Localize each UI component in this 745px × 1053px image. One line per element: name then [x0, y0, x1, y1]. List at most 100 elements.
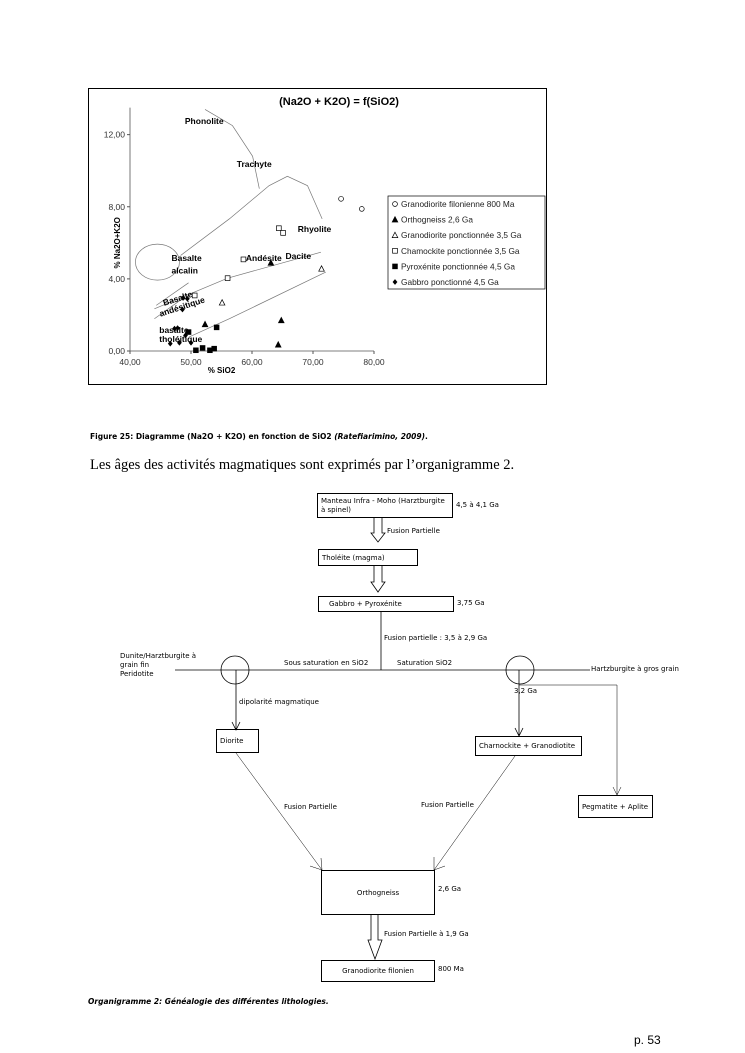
x-axis-label: % SiO2 [208, 366, 236, 375]
age-branch: 3,2 Ga [514, 687, 538, 695]
organigram-caption: Organigramme 2: Généalogie des différent… [88, 997, 329, 1006]
data-point [338, 196, 344, 202]
data-point [274, 340, 282, 348]
data-point [213, 324, 220, 331]
legend-marker [392, 248, 398, 254]
data-point [211, 345, 217, 352]
left-end-line: Peridotite [120, 670, 154, 678]
basalte-alcalin-field [135, 243, 180, 281]
paragraph: Les âges des activités magmatiques sont … [90, 457, 515, 473]
legend-entry: Pyroxénite ponctionnée 4,5 Ga [401, 261, 515, 271]
data-point [188, 339, 194, 346]
data-point [183, 332, 188, 339]
x-tick-label: 60,00 [241, 357, 263, 367]
arrow-charnockite-orthogneiss [433, 755, 516, 871]
age-granodiorite: 800 Ma [438, 965, 464, 973]
age-gabbro: 3,75 Ga [457, 599, 485, 607]
label-fusion-bottom: Fusion Partielle à 1,9 Ga [384, 930, 469, 938]
box-diorite: Diorite [216, 729, 259, 753]
data-point [218, 298, 226, 306]
page-number: p. 53 [634, 1033, 661, 1047]
label-fusion-1: Fusion Partielle [387, 527, 440, 535]
legend-marker [392, 279, 398, 285]
box-gabbro: Gabbro + Pyroxénite [318, 596, 454, 612]
label-fusion-right: Fusion Partielle [421, 801, 474, 809]
hollow-arrow [367, 914, 383, 961]
legend-entry: Orthogneiss 2,6 Ga [401, 215, 473, 225]
legend-entry: Chamockite ponctionnée 3,5 Ga [401, 246, 520, 256]
caption-citation: (Ratefiarimino, 2009) [334, 432, 426, 441]
hollow-arrow [370, 517, 386, 543]
arrow-to-charnockite [514, 670, 524, 737]
x-tick-label: 80,00 [363, 357, 385, 367]
chart-title: (Na2O + K2O) = f(SiO2) [279, 96, 399, 108]
y-tick-label: 0,00 [108, 346, 125, 356]
box-tholeite: Tholéite (magma) [318, 549, 418, 566]
field-label: Andésite [246, 253, 282, 263]
data-point [191, 292, 198, 299]
legend-entry: Granodiorite filonienne 800 Ma [401, 199, 515, 209]
age-orthogneiss: 2,6 Ga [438, 885, 462, 893]
field-label: Rhyolite [298, 224, 332, 234]
data-point [276, 225, 282, 231]
field-label: Trachyte [237, 159, 272, 169]
data-point [280, 230, 286, 236]
y-tick-label: 4,00 [108, 274, 125, 284]
data-point [180, 295, 186, 301]
box-charnockite: Charnockite + Granodiotite [475, 736, 582, 756]
legend-marker [392, 263, 398, 270]
field-boundary [180, 175, 323, 256]
box-manteau: Manteau Infra - Moho (Harztburgite à spi… [317, 493, 453, 518]
y-tick-label: 12,00 [104, 130, 126, 140]
box-orthogneiss: Orthogneiss [321, 870, 435, 915]
data-point [277, 316, 285, 324]
data-point [167, 340, 173, 347]
data-point [175, 325, 180, 332]
data-point [318, 265, 325, 272]
field-boundary [154, 296, 186, 320]
label-fusion-2: Fusion partielle : 3,5 à 2,9 Ga [384, 634, 488, 642]
left-end-line: grain fin [120, 661, 150, 669]
legend-entry: Granodiorite ponctionnée 3,5 Ga [401, 230, 522, 240]
data-point [267, 259, 275, 266]
label-saturation: Saturation SiO2 [397, 659, 453, 667]
data-point [184, 295, 190, 302]
field-label: Dacite [286, 251, 312, 261]
age-manteau: 4,5 à 4,1 Ga [456, 501, 499, 509]
data-point [240, 256, 247, 263]
data-point [199, 345, 206, 351]
data-point [193, 347, 199, 354]
label-dipolarite: dipolarité magmatique [239, 698, 319, 706]
arrow-diorite-orthogneiss [235, 752, 323, 871]
label-right-end: Hartzburgite à gros grain [591, 665, 679, 673]
arrow-to-diorite [231, 670, 241, 731]
label-left-end: Dunite/Harztburgite à grain fin Peridotite [120, 652, 196, 679]
field-label: alcalin [171, 265, 197, 275]
data-point [185, 329, 192, 335]
legend-marker [391, 231, 399, 238]
chart-svg: (Na2O + K2O) = f(SiO2) 40,00 50,00 60,00 70,… [104, 96, 546, 375]
legend-marker [392, 201, 398, 207]
data-point [177, 339, 182, 346]
data-point [201, 320, 209, 328]
legend-box [387, 195, 546, 290]
caption-end: . [425, 432, 428, 441]
data-point [172, 325, 177, 332]
y-axis-label: % Na2O+K2O [113, 217, 122, 268]
x-tick-label: 70,00 [302, 357, 324, 367]
field-label: Basalte [171, 253, 202, 263]
junction-circle [220, 655, 250, 685]
figure-caption: Figure 25: Diagramme (Na2O + K2O) en fon… [90, 432, 428, 441]
legend-entry: Gabbro ponctionné 4,5 Ga [401, 277, 499, 287]
field-boundary [189, 271, 326, 338]
field-boundary [156, 282, 189, 306]
data-point [359, 206, 365, 212]
junction-circle [505, 655, 535, 685]
x-tick-label: 50,00 [180, 357, 202, 367]
box-pegmatite: Pegmatite + Aplite [578, 795, 653, 818]
tas-chart: (Na2O + K2O) = f(SiO2) 40,00 50,00 60,00 70,… [88, 88, 547, 385]
caption-main: Figure 25: Diagramme (Na2O + K2O) en fon… [90, 432, 335, 441]
field-label: Phonolite [185, 116, 224, 126]
y-tick-label: 8,00 [108, 202, 125, 212]
